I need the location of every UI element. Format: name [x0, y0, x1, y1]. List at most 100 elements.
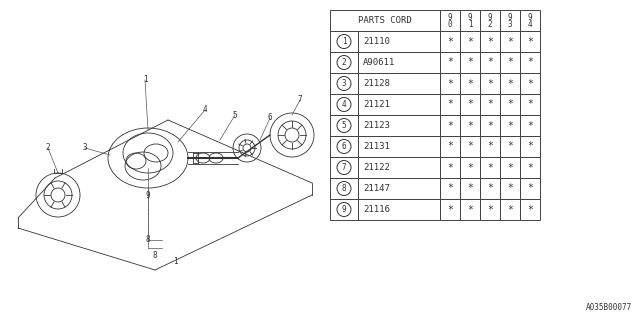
Text: *: * — [527, 121, 533, 131]
Bar — [500, 178, 520, 199]
Bar — [500, 31, 520, 52]
Text: *: * — [487, 78, 493, 89]
Bar — [500, 157, 520, 178]
Bar — [330, 52, 358, 73]
Bar — [330, 10, 440, 31]
Text: *: * — [447, 121, 453, 131]
Text: *: * — [467, 100, 473, 109]
Bar — [460, 31, 480, 52]
Text: 9: 9 — [146, 190, 150, 199]
Bar — [330, 136, 358, 157]
Text: 1: 1 — [468, 20, 472, 29]
Bar — [500, 136, 520, 157]
Text: 1: 1 — [143, 76, 147, 84]
Bar — [358, 52, 440, 73]
Text: 21147: 21147 — [363, 184, 390, 193]
Bar — [330, 115, 358, 136]
Bar — [440, 31, 460, 52]
Text: 21131: 21131 — [363, 142, 390, 151]
Bar — [480, 52, 500, 73]
Text: *: * — [507, 100, 513, 109]
Text: 8: 8 — [342, 184, 346, 193]
Bar — [440, 52, 460, 73]
Bar — [520, 94, 540, 115]
Bar — [460, 199, 480, 220]
Text: *: * — [467, 36, 473, 46]
Text: 9: 9 — [448, 13, 452, 22]
Text: 21110: 21110 — [363, 37, 390, 46]
Bar — [460, 94, 480, 115]
Bar — [500, 10, 520, 31]
Text: 0: 0 — [448, 20, 452, 29]
Text: *: * — [507, 163, 513, 172]
Text: *: * — [507, 141, 513, 151]
Text: 5: 5 — [342, 121, 346, 130]
Text: 9: 9 — [508, 13, 512, 22]
Bar — [440, 10, 460, 31]
Text: A90611: A90611 — [363, 58, 396, 67]
Text: *: * — [507, 58, 513, 68]
Text: 4: 4 — [342, 100, 346, 109]
Text: *: * — [527, 163, 533, 172]
Text: *: * — [507, 204, 513, 214]
Bar — [440, 178, 460, 199]
Bar — [500, 73, 520, 94]
Text: 6: 6 — [342, 142, 346, 151]
Bar — [520, 31, 540, 52]
Text: 2: 2 — [342, 58, 346, 67]
Bar — [500, 52, 520, 73]
Text: 6: 6 — [268, 114, 272, 123]
Text: *: * — [487, 183, 493, 194]
Bar — [500, 199, 520, 220]
Text: *: * — [527, 100, 533, 109]
Text: *: * — [507, 78, 513, 89]
Bar — [520, 199, 540, 220]
Text: 21116: 21116 — [363, 205, 390, 214]
Text: 21122: 21122 — [363, 163, 390, 172]
Bar — [440, 199, 460, 220]
Bar — [330, 199, 358, 220]
Bar — [480, 157, 500, 178]
Text: *: * — [527, 36, 533, 46]
Text: 7: 7 — [298, 95, 302, 105]
Text: *: * — [487, 36, 493, 46]
Bar — [520, 115, 540, 136]
Text: 3: 3 — [83, 143, 87, 153]
Bar — [480, 136, 500, 157]
Bar — [460, 115, 480, 136]
Text: *: * — [447, 163, 453, 172]
Text: 7: 7 — [342, 163, 346, 172]
Bar — [358, 31, 440, 52]
Text: *: * — [467, 78, 473, 89]
Text: A035B00077: A035B00077 — [586, 303, 632, 312]
Text: *: * — [467, 183, 473, 194]
Text: 3: 3 — [508, 20, 512, 29]
Text: 21128: 21128 — [363, 79, 390, 88]
Text: *: * — [447, 204, 453, 214]
Text: *: * — [467, 58, 473, 68]
Bar — [520, 52, 540, 73]
Text: *: * — [467, 121, 473, 131]
Bar — [330, 73, 358, 94]
Bar — [358, 94, 440, 115]
Text: *: * — [487, 100, 493, 109]
Text: *: * — [527, 204, 533, 214]
Text: *: * — [467, 163, 473, 172]
Bar — [480, 94, 500, 115]
Bar — [480, 31, 500, 52]
Text: 5: 5 — [233, 110, 237, 119]
Text: 9: 9 — [468, 13, 472, 22]
Bar — [460, 52, 480, 73]
Text: *: * — [487, 121, 493, 131]
Bar — [358, 157, 440, 178]
Bar — [330, 157, 358, 178]
Bar — [480, 199, 500, 220]
Text: *: * — [447, 100, 453, 109]
Text: *: * — [447, 78, 453, 89]
Text: *: * — [447, 58, 453, 68]
Text: *: * — [507, 121, 513, 131]
Text: *: * — [487, 58, 493, 68]
Text: 2: 2 — [45, 143, 51, 153]
Bar — [460, 178, 480, 199]
Text: 8: 8 — [146, 236, 150, 244]
